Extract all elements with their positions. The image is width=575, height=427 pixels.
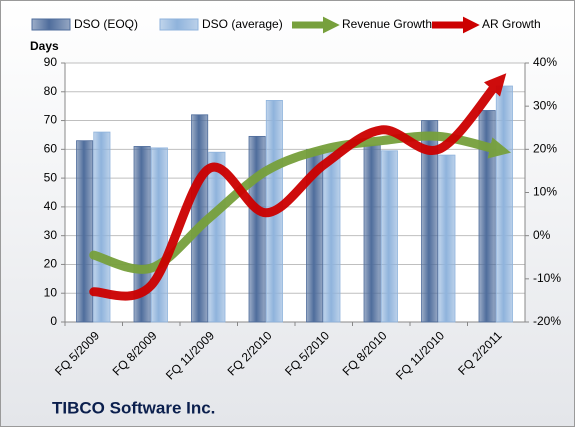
y-tick-label: 0 [50, 314, 57, 328]
y-tick-label: 60 [44, 142, 58, 156]
line [89, 131, 511, 274]
y2-tick-label: -10% [533, 271, 561, 285]
y-tick-label: 80 [44, 84, 58, 98]
y-tick-label: 50 [44, 170, 58, 184]
legend-swatch [159, 18, 199, 31]
bar [380, 150, 398, 323]
bar [208, 151, 226, 323]
y-tick-label: 10 [44, 285, 58, 299]
legend-label: DSO (average) [202, 17, 283, 31]
y-tick-label: 40 [44, 199, 58, 213]
legend-label: DSO (EOQ) [74, 17, 138, 31]
y2-tick-label: 20% [533, 142, 557, 156]
y2-tick-label: 0% [533, 228, 551, 242]
legend-label: AR Growth [482, 17, 541, 31]
y2-tick-label: 30% [533, 98, 557, 112]
bar [495, 85, 513, 323]
bar [93, 131, 111, 323]
bar [133, 146, 151, 323]
y-tick-label: 70 [44, 113, 58, 127]
bar [150, 147, 168, 323]
y2-tick-label: -20% [533, 314, 561, 328]
chart-title: TIBCO Software Inc. [52, 398, 215, 417]
legend-label: Revenue Growth [342, 17, 432, 31]
bar [438, 154, 456, 323]
bar [363, 144, 381, 323]
y2-tick-label: 40% [533, 55, 557, 69]
bar [478, 110, 496, 323]
y2-tick-label: 10% [533, 185, 557, 199]
bar [248, 135, 266, 323]
line [89, 73, 507, 301]
y-tick-label: 90 [44, 55, 58, 69]
legend-swatch [31, 18, 71, 31]
bar [421, 120, 439, 323]
y-tick-label: 30 [44, 228, 58, 242]
bar [323, 148, 341, 323]
y-tick-label: 20 [44, 257, 58, 271]
bar [76, 140, 94, 323]
y-axis-title: Days [30, 39, 59, 53]
